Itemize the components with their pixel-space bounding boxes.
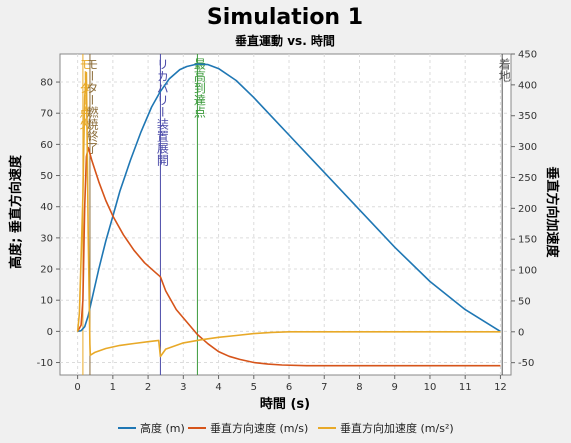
y-left-tick-label: 10 (40, 296, 53, 307)
y-left-tick-label: -10 (37, 358, 53, 369)
y-right-tick-label: 400 (518, 80, 537, 91)
y-right-tick-label: 350 (518, 111, 537, 122)
y-right-tick-label: 50 (518, 296, 531, 307)
chart-title: Simulation 1 (207, 5, 363, 30)
y-left-tick-label: 20 (40, 265, 53, 276)
x-tick-label: 5 (251, 382, 257, 393)
y-left-tick-label: 80 (40, 78, 53, 89)
x-tick-label: 4 (215, 382, 221, 393)
x-tick-label: 10 (424, 382, 437, 393)
event-label: 最高到達点 (192, 58, 206, 118)
y-right-tick-label: 250 (518, 173, 537, 184)
x-axis-label: 時間 (s) (260, 396, 310, 412)
y-axis-right-label: 垂直方向加速度 (544, 166, 560, 258)
x-tick-label: 1 (110, 382, 116, 393)
plot-area (59, 53, 512, 376)
axis-layer: 0 1 2 3 4 5 6 7 8 9 10 11 12-1001020304050607080-500… (37, 50, 537, 394)
event-label: 着地 (497, 57, 511, 82)
x-tick-label: 12 (494, 382, 507, 393)
event-label: モーター燃焼終了 (85, 58, 99, 154)
series-layer (76, 63, 501, 367)
x-tick-label: 2 (145, 382, 151, 393)
x-tick-label: 7 (321, 382, 327, 393)
y-right-tick-label: -50 (518, 358, 534, 369)
x-tick-label: 3 (180, 382, 186, 393)
x-tick-label: 6 (286, 382, 292, 393)
legend-label: 垂直方向速度 (m/s) (210, 421, 308, 435)
event-label: リカバリー装置展開 (155, 58, 169, 166)
y-right-tick-label: 450 (518, 50, 537, 61)
y-right-tick-label: 300 (518, 142, 537, 153)
y-left-tick-label: 30 (40, 233, 53, 244)
y-right-tick-label: 0 (518, 327, 524, 338)
y-right-tick-label: 100 (518, 266, 537, 277)
legend-label: 垂直方向加速度 (m/s²) (340, 421, 454, 435)
y-left-tick-label: 0 (47, 327, 53, 338)
series-line (77, 63, 501, 333)
series-line (76, 71, 501, 358)
y-right-tick-label: 150 (518, 235, 537, 246)
y-left-tick-label: 50 (40, 171, 53, 182)
legend-label: 高度 (m) (140, 421, 185, 435)
y-left-tick-label: 70 (40, 109, 53, 120)
x-tick-label: 9 (392, 382, 398, 393)
y-left-tick-label: 60 (40, 140, 53, 151)
x-tick-label: 11 (459, 382, 472, 393)
chart-subtitle: 垂直運動 vs. 時間 (235, 33, 335, 48)
y-axis-left-label: 高度; 垂直方向速度 (8, 154, 24, 269)
x-tick-label: 0 (74, 382, 80, 393)
y-right-tick-label: 200 (518, 204, 537, 215)
y-left-tick-label: 40 (40, 202, 53, 213)
legend: 高度 (m) 垂直方向速度 (m/s) 垂直方向加速度 (m/s²) (118, 421, 454, 435)
x-tick-label: 8 (356, 382, 362, 393)
